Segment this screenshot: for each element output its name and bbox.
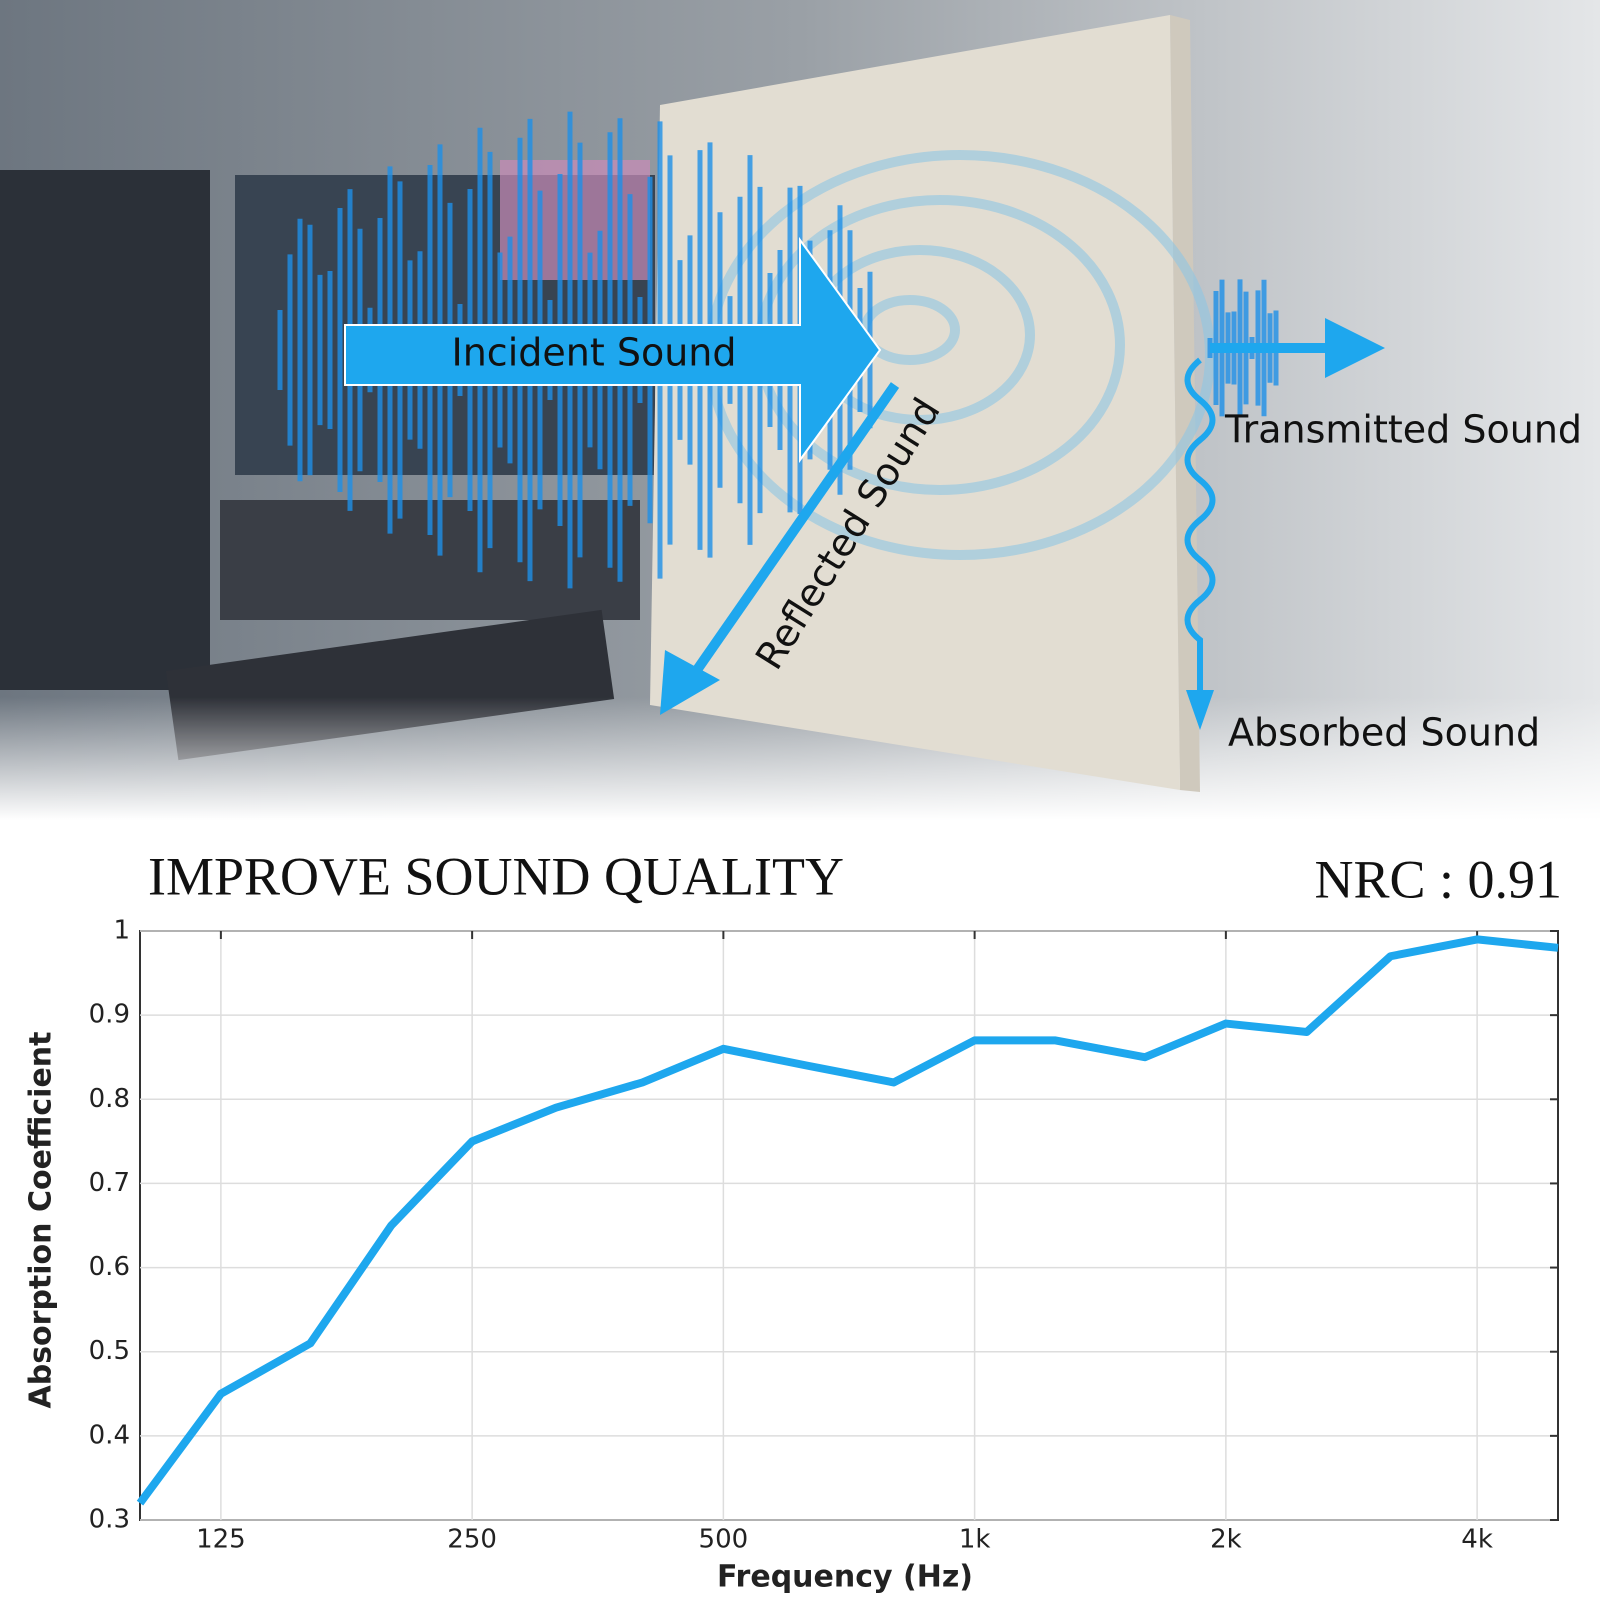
panel-edge (1170, 15, 1200, 792)
illustration: Incident Sound Reflected Sound Transmitt… (0, 0, 1600, 820)
data-line (136, 935, 1559, 1506)
annotation: NRC : 0.91 (1314, 849, 1562, 909)
x-tick-label: 2k (1210, 1525, 1242, 1555)
label: Transmitted Sound (1224, 408, 1582, 452)
x-tick-label: 500 (699, 1525, 749, 1555)
y-tick-label: 0.9 (89, 1000, 130, 1030)
x-tick-label: 4k (1461, 1525, 1493, 1555)
arrow-head (660, 650, 720, 715)
arrow-head (1325, 318, 1385, 378)
absorbed-arrow (1184, 357, 1216, 690)
label: Incident Sound (452, 331, 737, 375)
x-tick-label: 1k (959, 1525, 991, 1555)
y-tick-label: 0.3 (89, 1505, 130, 1535)
y-tick-label: 0.4 (89, 1420, 130, 1450)
chart-title: IMPROVE SOUND QUALITY (148, 846, 844, 906)
y-tick-label: 0.5 (89, 1336, 130, 1366)
arrow-head (1186, 690, 1214, 730)
reflected-arrow (685, 382, 900, 683)
y-axis-label: Absorption Coefficient (24, 1031, 59, 1408)
x-axis-label: Frequency (Hz) (717, 1560, 973, 1595)
plot-area (139, 930, 1559, 1521)
x-tick-label: 250 (447, 1525, 497, 1555)
y-tick-label: 0.6 (89, 1252, 130, 1282)
incident-arrow (344, 236, 882, 464)
y-tick-label: 1 (113, 916, 130, 946)
y-tick-label: 0.7 (89, 1168, 130, 1198)
plot: 0.3 0.4 0.5 0.6 0.7 0.8 0.9 1 125 250 500 1k 2k 4k (89, 916, 1559, 1555)
x-tick-label: 125 (196, 1525, 246, 1555)
label: Absorbed Sound (1228, 711, 1540, 755)
y-tick-label: 0.8 (89, 1084, 130, 1114)
